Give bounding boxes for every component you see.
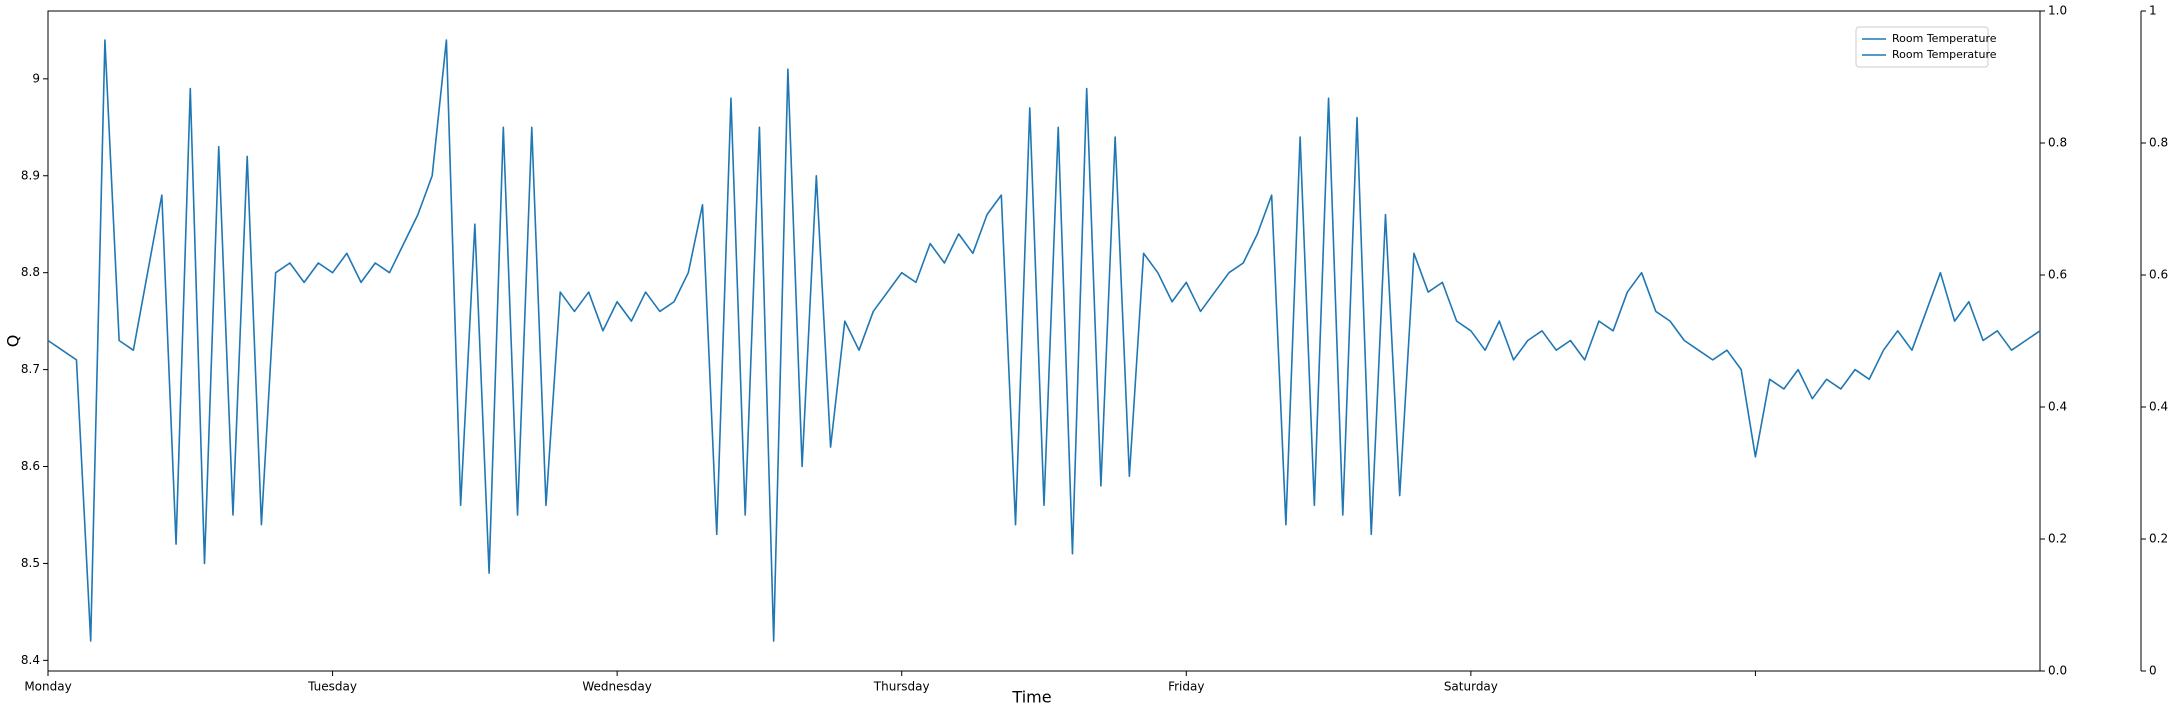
y-axis-label: Q — [4, 335, 23, 348]
y-tick-label: 8.4 — [21, 653, 40, 667]
legend-label: Room Temperature — [1892, 48, 1997, 61]
y2-tick-label: 0.0 — [2048, 664, 2067, 678]
y2-tick-label: 0.2 — [2048, 532, 2067, 546]
legend-box — [1855, 26, 1989, 68]
x-tick-label: Wednesday — [582, 680, 651, 694]
y-tick-label: 8.5 — [21, 556, 40, 570]
y3-tick-label: 0.6 — [2149, 268, 2168, 282]
x-tick-label: Saturday — [1444, 680, 1498, 694]
y-tick-label: 8.9 — [21, 168, 40, 182]
y2-tick-label: 0.6 — [2048, 268, 2067, 282]
y-tick-label: 8.6 — [21, 459, 40, 473]
y3-tick-label: 0.2 — [2149, 532, 2168, 546]
y2-tick-label: 0.8 — [2048, 136, 2067, 150]
y3-tick-label: 0 — [2149, 664, 2157, 678]
plot-frame — [47, 10, 2041, 672]
y-tick-label: 9 — [32, 71, 40, 85]
y-tick-label: 8.8 — [21, 265, 40, 279]
x-axis-label: Time — [1011, 688, 1051, 707]
data-line — [47, 39, 2041, 642]
y2-tick-label: 0.4 — [2048, 400, 2067, 414]
y3-tick-label: 0.4 — [2149, 400, 2168, 414]
legend-label: Room Temperature — [1892, 32, 1997, 45]
x-tick-label: Thursday — [873, 680, 930, 694]
y-tick-label: 8.7 — [21, 362, 40, 376]
y3-tick-label: 0.8 — [2149, 136, 2168, 150]
x-tick-label: Friday — [1168, 680, 1204, 694]
x-tick-label: Tuesday — [307, 680, 357, 694]
y3-tick-label: 1 — [2149, 4, 2157, 18]
y2-tick-label: 1.0 — [2048, 4, 2067, 18]
x-tick-label: Monday — [24, 680, 71, 694]
